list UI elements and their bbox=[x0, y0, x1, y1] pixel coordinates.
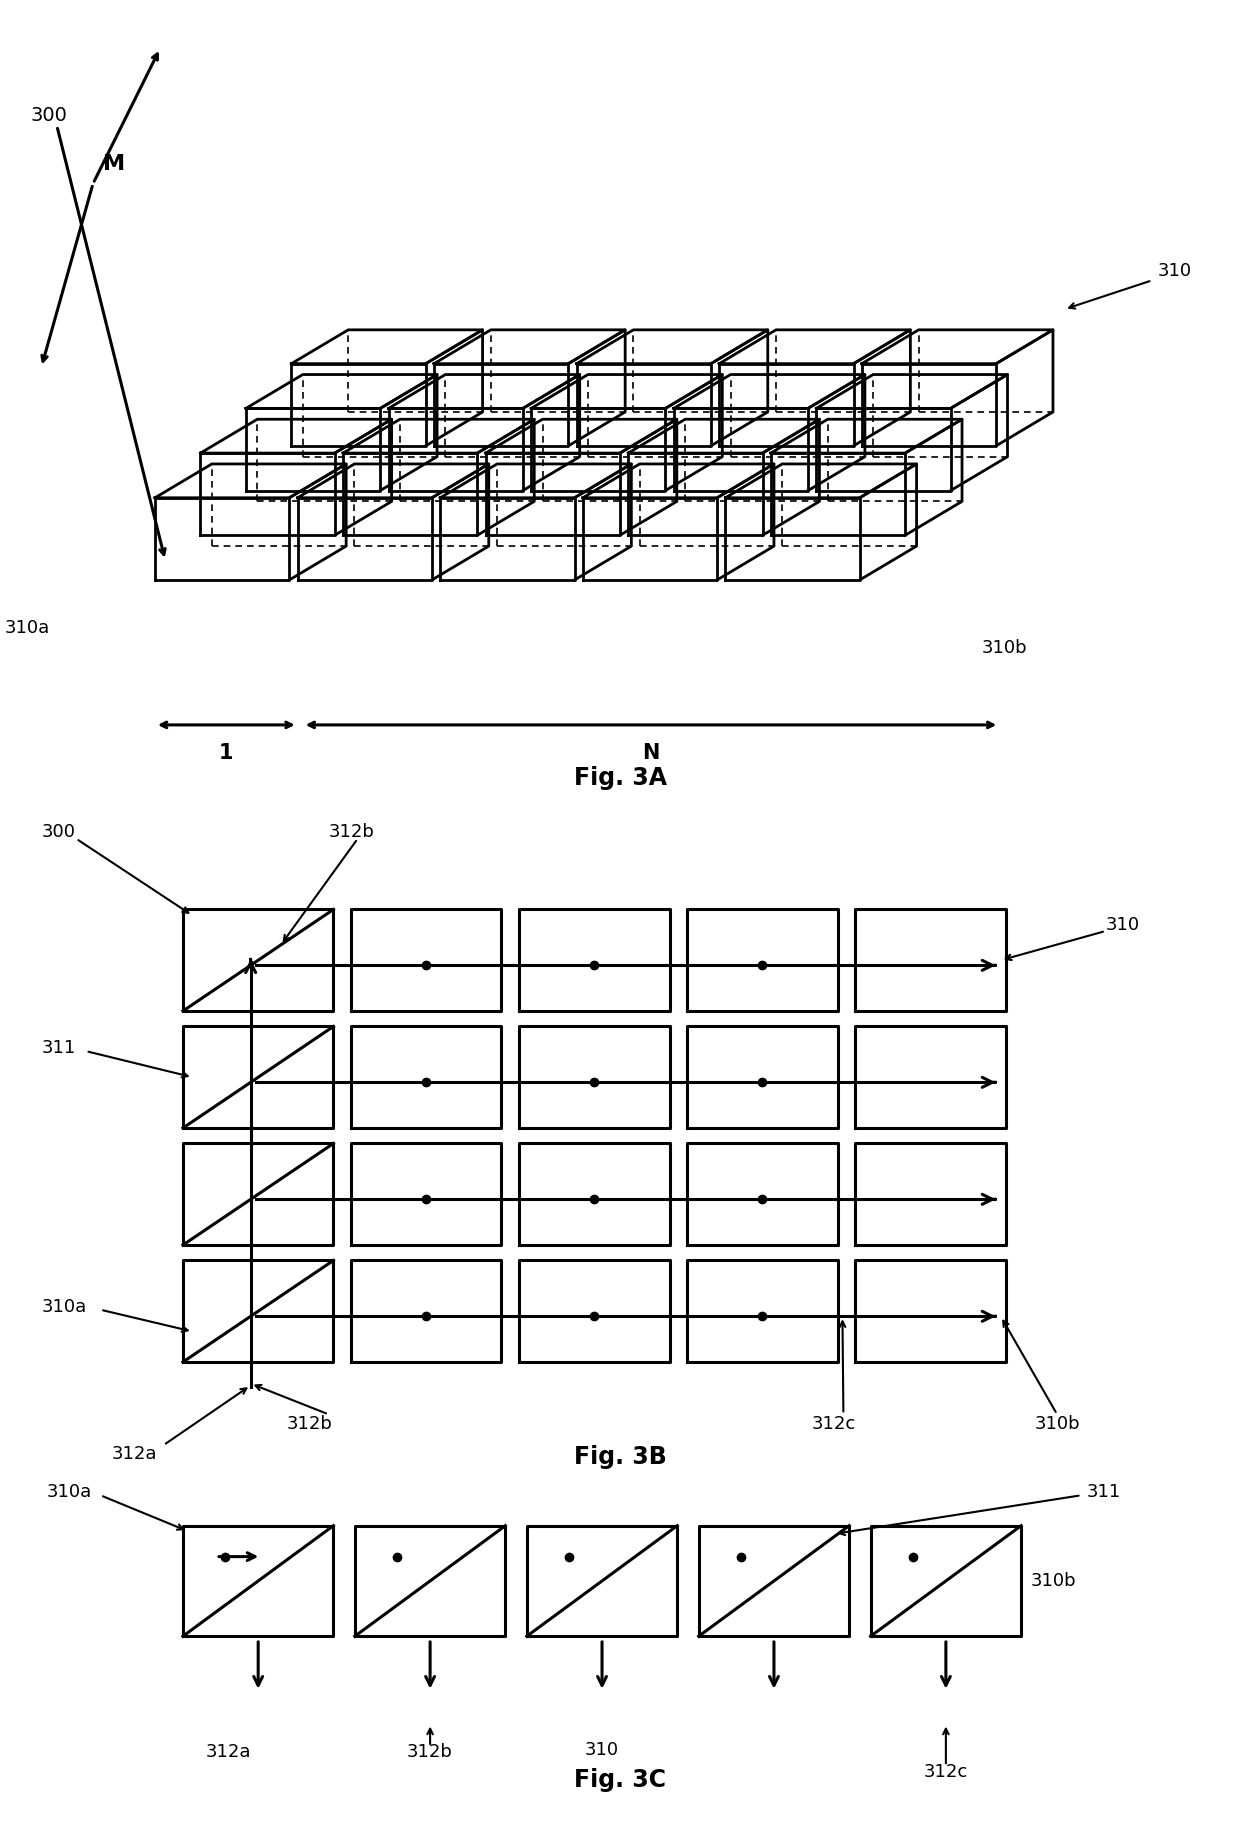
Text: 312a: 312a bbox=[112, 1445, 157, 1463]
Text: 310b: 310b bbox=[1034, 1414, 1080, 1432]
Text: 312c: 312c bbox=[811, 1414, 856, 1432]
Text: M: M bbox=[103, 155, 125, 175]
Text: 310: 310 bbox=[585, 1740, 619, 1758]
Text: 312b: 312b bbox=[329, 824, 374, 842]
Text: Fig. 3C: Fig. 3C bbox=[574, 1767, 666, 1793]
Text: 311: 311 bbox=[42, 1039, 77, 1057]
Text: 312a: 312a bbox=[206, 1744, 250, 1762]
Text: 310b: 310b bbox=[1030, 1572, 1076, 1591]
Text: 312b: 312b bbox=[407, 1744, 453, 1762]
Text: Fig. 3B: Fig. 3B bbox=[574, 1445, 666, 1470]
Text: 300: 300 bbox=[42, 824, 76, 842]
Text: 310: 310 bbox=[1157, 262, 1192, 279]
Text: 312b: 312b bbox=[286, 1414, 332, 1432]
Text: 300: 300 bbox=[31, 106, 68, 126]
Text: 311: 311 bbox=[1086, 1483, 1121, 1501]
Text: 1: 1 bbox=[219, 743, 233, 763]
Text: 310b: 310b bbox=[982, 638, 1027, 656]
Text: Fig. 3A: Fig. 3A bbox=[573, 765, 667, 791]
Text: 310a: 310a bbox=[42, 1297, 87, 1315]
Text: 310a: 310a bbox=[47, 1483, 92, 1501]
Text: 310: 310 bbox=[1106, 916, 1140, 935]
Text: 312c: 312c bbox=[924, 1762, 968, 1780]
Text: N: N bbox=[642, 743, 660, 763]
Text: 310a: 310a bbox=[5, 619, 51, 638]
